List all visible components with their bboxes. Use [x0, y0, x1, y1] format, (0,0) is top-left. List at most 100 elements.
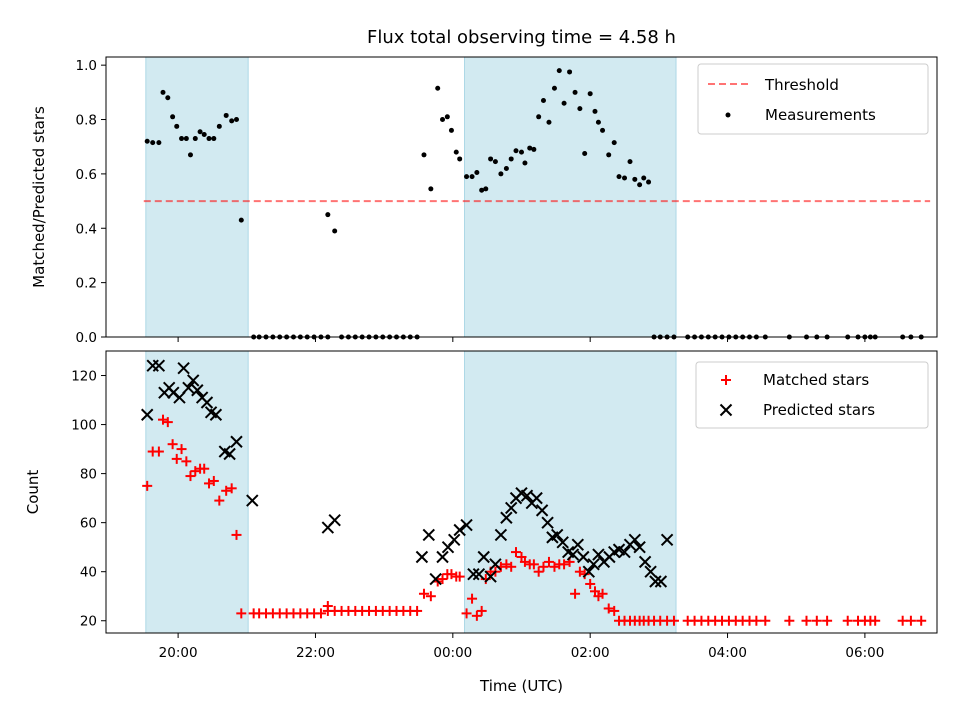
matched-star-point — [579, 569, 590, 580]
predicted-star-point — [592, 548, 605, 561]
matched-star-point — [236, 608, 247, 619]
predicted-star-point — [173, 391, 186, 404]
measurement-point — [627, 159, 633, 165]
x-stroke — [460, 518, 473, 532]
measurement-point — [206, 136, 212, 142]
measurement-point — [440, 117, 446, 123]
matched-star-point — [231, 529, 242, 540]
predicted-star-point — [182, 381, 195, 394]
x-stroke — [500, 511, 513, 524]
predicted-star-point — [500, 511, 513, 524]
measurements-legend-swatch — [725, 112, 731, 118]
predicted-star-point — [209, 408, 223, 421]
x-stroke — [489, 558, 502, 571]
measurement-point — [156, 140, 162, 146]
x-stroke — [422, 528, 435, 542]
shaded-interval — [463, 350, 677, 634]
matched-star-point — [214, 495, 225, 506]
predicted-star-point — [571, 538, 585, 551]
predicted-star-point — [223, 447, 236, 461]
predicted-star-point — [633, 540, 646, 554]
x-stroke — [246, 494, 259, 507]
matched-star-point — [418, 588, 429, 599]
threshold-legend-label: Threshold — [764, 76, 839, 94]
measurement-point — [170, 114, 176, 120]
matched-star-point — [668, 615, 679, 626]
measurement-point — [508, 156, 514, 162]
measurement-point — [540, 97, 546, 103]
matched-star-point — [171, 453, 182, 464]
y-tick-label: 0.0 — [76, 330, 97, 346]
x-tick-label: 06:00 — [845, 645, 884, 661]
measurement-point — [498, 171, 504, 177]
x-stroke — [587, 558, 600, 571]
measurement-point — [174, 123, 180, 129]
measurement-point — [165, 95, 171, 101]
matched-star-point — [167, 439, 178, 450]
x-stroke — [429, 572, 442, 586]
x-stroke — [566, 548, 580, 561]
x-stroke — [200, 396, 214, 409]
top-legend-box — [697, 63, 929, 135]
x-stroke — [167, 386, 180, 399]
measurement-point — [611, 140, 617, 146]
measurement-point — [160, 89, 166, 95]
measurement-point — [201, 131, 207, 137]
predicted-star-point — [246, 494, 259, 507]
predicted-star-point — [494, 528, 508, 542]
measurement-point — [216, 123, 222, 129]
x-stroke — [530, 491, 543, 505]
matched-star-point — [412, 605, 423, 616]
y-tick-label: 60 — [80, 516, 97, 532]
matched-star-point — [162, 417, 173, 428]
y-tick-label: 0.2 — [76, 276, 97, 292]
predicted-star-point — [577, 550, 590, 564]
predicted-star-point — [660, 533, 674, 547]
x-stroke — [173, 391, 186, 404]
x-stroke — [719, 403, 733, 417]
measurement-point — [444, 114, 450, 120]
measurement-point — [488, 156, 494, 162]
measurement-point — [238, 217, 244, 223]
x-stroke — [230, 435, 243, 448]
measurement-point — [179, 136, 185, 142]
x-stroke — [582, 565, 596, 578]
predicted-star-point — [230, 435, 243, 448]
matched-star-point — [916, 615, 927, 626]
measurement-point — [637, 182, 643, 188]
measurement-point — [464, 174, 470, 180]
matched-star-point — [559, 559, 570, 570]
x-stroke — [618, 545, 631, 559]
predicted-star-point — [649, 575, 662, 588]
measurement-point — [577, 106, 583, 112]
x-stroke — [140, 408, 154, 421]
x-stroke — [649, 575, 662, 588]
predicted-star-point — [472, 567, 486, 581]
predicted-star-point — [504, 501, 518, 515]
matched-star-point — [454, 571, 465, 582]
matched-star-point — [784, 615, 795, 626]
measurement-point — [546, 119, 552, 125]
x-stroke — [628, 533, 642, 547]
predicted-star-point — [556, 536, 569, 549]
matched-star-point — [185, 471, 196, 482]
measurement-point — [556, 68, 562, 74]
y-tick-label: 40 — [80, 565, 97, 581]
predicted-star-point — [489, 558, 502, 571]
bottom-legend: Matched stars Predicted stars — [695, 361, 929, 429]
predicted-star-point — [541, 516, 554, 529]
predicted-star-point — [477, 550, 490, 564]
x-stroke — [504, 501, 518, 515]
x-stroke — [551, 528, 564, 542]
predicted-star-point — [447, 533, 461, 547]
measurements-legend-label: Measurements — [765, 106, 876, 124]
measurement-point — [197, 129, 203, 135]
x-stroke — [328, 513, 341, 527]
measurement-point — [641, 175, 647, 181]
x-stroke — [204, 406, 218, 419]
x-tick-label: 22:00 — [296, 645, 335, 661]
y-tick-label: 80 — [80, 467, 97, 483]
measurement-point — [567, 69, 573, 75]
matched-star-point — [476, 605, 487, 616]
predicted-star-point — [566, 548, 580, 561]
